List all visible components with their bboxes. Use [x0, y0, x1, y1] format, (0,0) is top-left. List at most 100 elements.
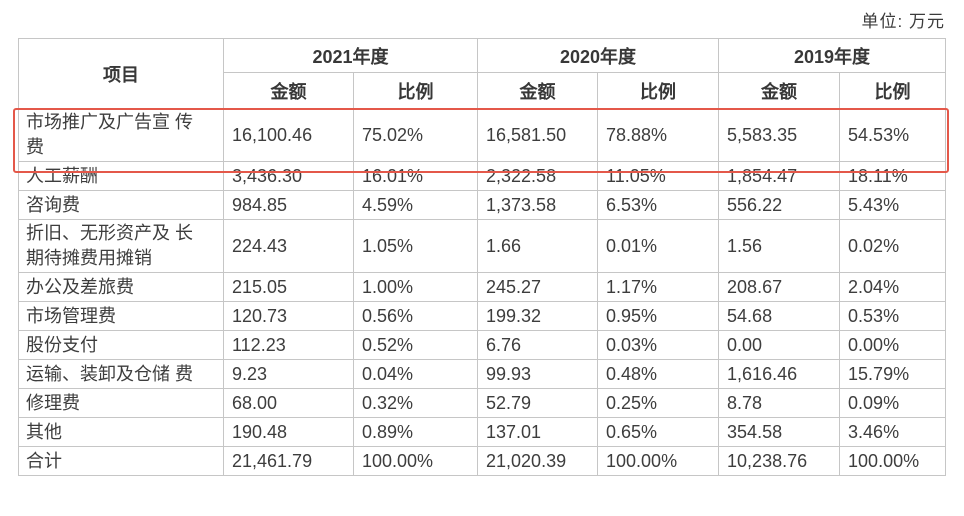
item-cell: 市场推广及广告宣 传 费 [18, 108, 224, 162]
table-row: 合计 21,461.79 100.00% 21,020.39 100.00% 10,238… [18, 446, 947, 476]
value-cell: 224.43 [223, 219, 354, 273]
value-cell: 2.04% [839, 272, 947, 302]
value-cell: 0.01% [597, 219, 720, 273]
col-header-2020: 2020年度 [477, 38, 720, 73]
value-cell: 0.52% [352, 330, 479, 360]
value-cell: 0.03% [597, 330, 720, 360]
table-row: 其他 190.48 0.89% 137.01 0.65% 354.58 3.46% [18, 417, 947, 447]
value-cell: 100.00% [839, 446, 947, 476]
value-cell: 3,436.30 [223, 161, 354, 191]
value-cell: 0.56% [352, 301, 479, 331]
value-cell: 199.32 [477, 301, 599, 331]
value-cell: 0.09% [839, 388, 947, 418]
item-cell: 修理费 [18, 388, 224, 418]
value-cell: 1.66 [477, 219, 599, 273]
table-row: 市场管理费 120.73 0.56% 199.32 0.95% 54.68 0.53% [18, 301, 947, 331]
value-cell: 100.00% [352, 446, 479, 476]
table-row: 修理费 68.00 0.32% 52.79 0.25% 8.78 0.09% [18, 388, 947, 418]
value-cell: 1.56 [718, 219, 841, 273]
value-cell: 100.00% [597, 446, 720, 476]
col-header-amount-2020: 金额 [477, 72, 599, 109]
item-cell: 市场管理费 [18, 301, 224, 331]
item-cell: 人工薪酬 [18, 161, 224, 191]
value-cell: 245.27 [477, 272, 599, 302]
table-row: 股份支付 112.23 0.52% 6.76 0.03% 0.00 0.00% [18, 330, 947, 360]
value-cell: 54.53% [839, 108, 947, 162]
expense-table-wrap: 项目 2021年度 2020年度 2019年度 金额 比例 金额 比例 金额 比… [13, 38, 949, 476]
table-row: 办公及差旅费 215.05 1.00% 245.27 1.17% 208.67 2.04% [18, 272, 947, 302]
value-cell: 0.95% [597, 301, 720, 331]
value-cell: 15.79% [839, 359, 947, 389]
value-cell: 16,581.50 [477, 108, 599, 162]
value-cell: 1,373.58 [477, 190, 599, 220]
item-cell: 折旧、无形资产及 长 期待摊费用摊销 [18, 219, 224, 273]
value-cell: 6.76 [477, 330, 599, 360]
value-cell: 99.93 [477, 359, 599, 389]
expense-table: 项目 2021年度 2020年度 2019年度 金额 比例 金额 比例 金额 比… [18, 38, 947, 476]
item-cell: 其他 [18, 417, 224, 447]
col-header-amount-2019: 金额 [718, 72, 841, 109]
value-cell: 215.05 [223, 272, 354, 302]
value-cell: 1,854.47 [718, 161, 841, 191]
table-row: 运输、装卸及仓储 费 9.23 0.04% 99.93 0.48% 1,616.46 15.… [18, 359, 947, 389]
value-cell: 208.67 [718, 272, 841, 302]
item-cell: 运输、装卸及仓储 费 [18, 359, 224, 389]
item-cell: 咨询费 [18, 190, 224, 220]
value-cell: 68.00 [223, 388, 354, 418]
value-cell: 21,020.39 [477, 446, 599, 476]
value-cell: 1.17% [597, 272, 720, 302]
value-cell: 0.25% [597, 388, 720, 418]
value-cell: 9.23 [223, 359, 354, 389]
value-cell: 54.68 [718, 301, 841, 331]
value-cell: 4.59% [352, 190, 479, 220]
value-cell: 0.48% [597, 359, 720, 389]
item-cell: 股份支付 [18, 330, 224, 360]
value-cell: 1.05% [352, 219, 479, 273]
value-cell: 5.43% [839, 190, 947, 220]
col-header-ratio-2019: 比例 [839, 72, 947, 109]
value-cell: 984.85 [223, 190, 354, 220]
table-row: 折旧、无形资产及 长 期待摊费用摊销 224.43 1.05% 1.66 0.01% 1.… [18, 219, 947, 273]
col-header-item: 项目 [18, 38, 224, 109]
value-cell: 0.89% [352, 417, 479, 447]
item-cell: 办公及差旅费 [18, 272, 224, 302]
value-cell: 75.02% [352, 108, 479, 162]
table-row: 人工薪酬 3,436.30 16.01% 2,322.58 11.05% 1,854.47… [18, 161, 947, 191]
value-cell: 0.00 [718, 330, 841, 360]
value-cell: 0.65% [597, 417, 720, 447]
value-cell: 10,238.76 [718, 446, 841, 476]
value-cell: 190.48 [223, 417, 354, 447]
table-row: 咨询费 984.85 4.59% 1,373.58 6.53% 556.22 5.43% [18, 190, 947, 220]
table-body: 市场推广及广告宣 传 费 16,100.46 75.02% 16,581.50 78.8… [18, 108, 947, 476]
value-cell: 0.53% [839, 301, 947, 331]
value-cell: 137.01 [477, 417, 599, 447]
value-cell: 11.05% [597, 161, 720, 191]
value-cell: 16,100.46 [223, 108, 354, 162]
value-cell: 3.46% [839, 417, 947, 447]
value-cell: 0.00% [839, 330, 947, 360]
value-cell: 78.88% [597, 108, 720, 162]
value-cell: 120.73 [223, 301, 354, 331]
col-header-2019: 2019年度 [718, 38, 947, 73]
col-header-ratio-2021: 比例 [352, 72, 479, 109]
value-cell: 8.78 [718, 388, 841, 418]
value-cell: 18.11% [839, 161, 947, 191]
col-header-amount-2021: 金额 [223, 72, 354, 109]
value-cell: 0.04% [352, 359, 479, 389]
header-year-row: 项目 2021年度 2020年度 2019年度 [18, 38, 947, 109]
value-cell: 556.22 [718, 190, 841, 220]
value-cell: 1,616.46 [718, 359, 841, 389]
value-cell: 52.79 [477, 388, 599, 418]
value-cell: 112.23 [223, 330, 354, 360]
col-header-ratio-2020: 比例 [597, 72, 720, 109]
value-cell: 0.32% [352, 388, 479, 418]
value-cell: 5,583.35 [718, 108, 841, 162]
table-row-highlighted: 市场推广及广告宣 传 费 16,100.46 75.02% 16,581.50 78.8… [18, 108, 947, 162]
value-cell: 354.58 [718, 417, 841, 447]
value-cell: 6.53% [597, 190, 720, 220]
value-cell: 21,461.79 [223, 446, 354, 476]
value-cell: 1.00% [352, 272, 479, 302]
unit-label: 单位: 万元 [861, 12, 945, 31]
item-cell: 合计 [18, 446, 224, 476]
col-header-2021: 2021年度 [222, 38, 479, 73]
